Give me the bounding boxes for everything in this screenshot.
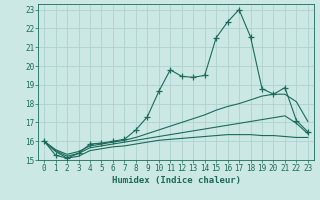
X-axis label: Humidex (Indice chaleur): Humidex (Indice chaleur)	[111, 176, 241, 185]
